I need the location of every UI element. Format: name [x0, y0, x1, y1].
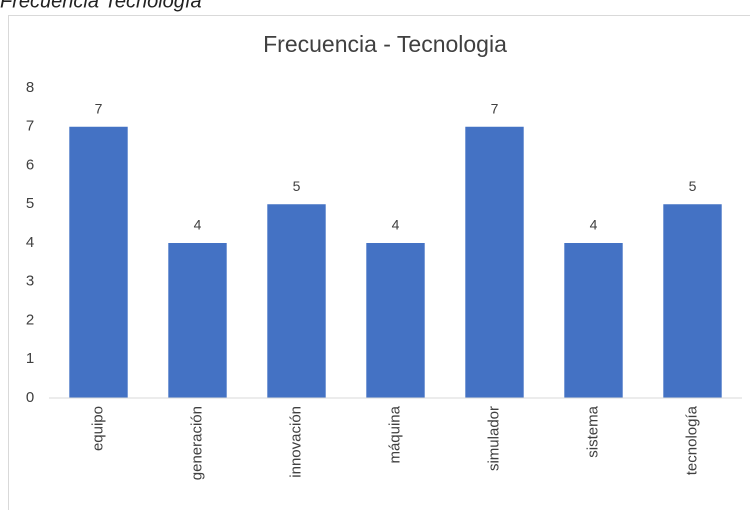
value-label: 7 [95, 100, 103, 116]
y-tick-label: 2 [26, 311, 34, 328]
x-tick-label: sistema [584, 405, 601, 457]
y-tick-label: 0 [26, 389, 34, 406]
value-label: 7 [491, 100, 499, 116]
bar [366, 243, 425, 398]
x-tick-label: máquina [386, 405, 403, 463]
x-tick-label: simulador [485, 406, 502, 471]
chart-title: Frecuencia - Tecnologia [263, 31, 507, 57]
bar [168, 243, 227, 398]
bar [564, 243, 623, 398]
y-tick-label: 4 [26, 234, 34, 251]
y-tick-label: 1 [26, 350, 34, 367]
bar [69, 126, 128, 398]
y-tick-label: 6 [26, 156, 34, 173]
y-tick-label: 5 [26, 195, 34, 212]
bar [663, 204, 722, 398]
x-tick-label: equipo [89, 406, 106, 451]
value-label: 4 [392, 217, 400, 233]
y-tick-label: 8 [26, 79, 34, 96]
chart-border [8, 15, 750, 510]
value-label: 5 [293, 178, 301, 194]
x-tick-label: tecnología [683, 405, 700, 475]
value-label: 4 [194, 217, 202, 233]
x-tick-label: innovación [287, 406, 304, 478]
caption: Frecuencia Tecnología [0, 0, 202, 12]
bar [267, 204, 326, 398]
x-tick-label: generación [188, 406, 205, 480]
value-label: 4 [590, 217, 598, 233]
y-tick-label: 7 [26, 118, 34, 135]
value-label: 5 [689, 178, 697, 194]
bar [465, 126, 524, 398]
y-tick-label: 3 [26, 273, 34, 290]
